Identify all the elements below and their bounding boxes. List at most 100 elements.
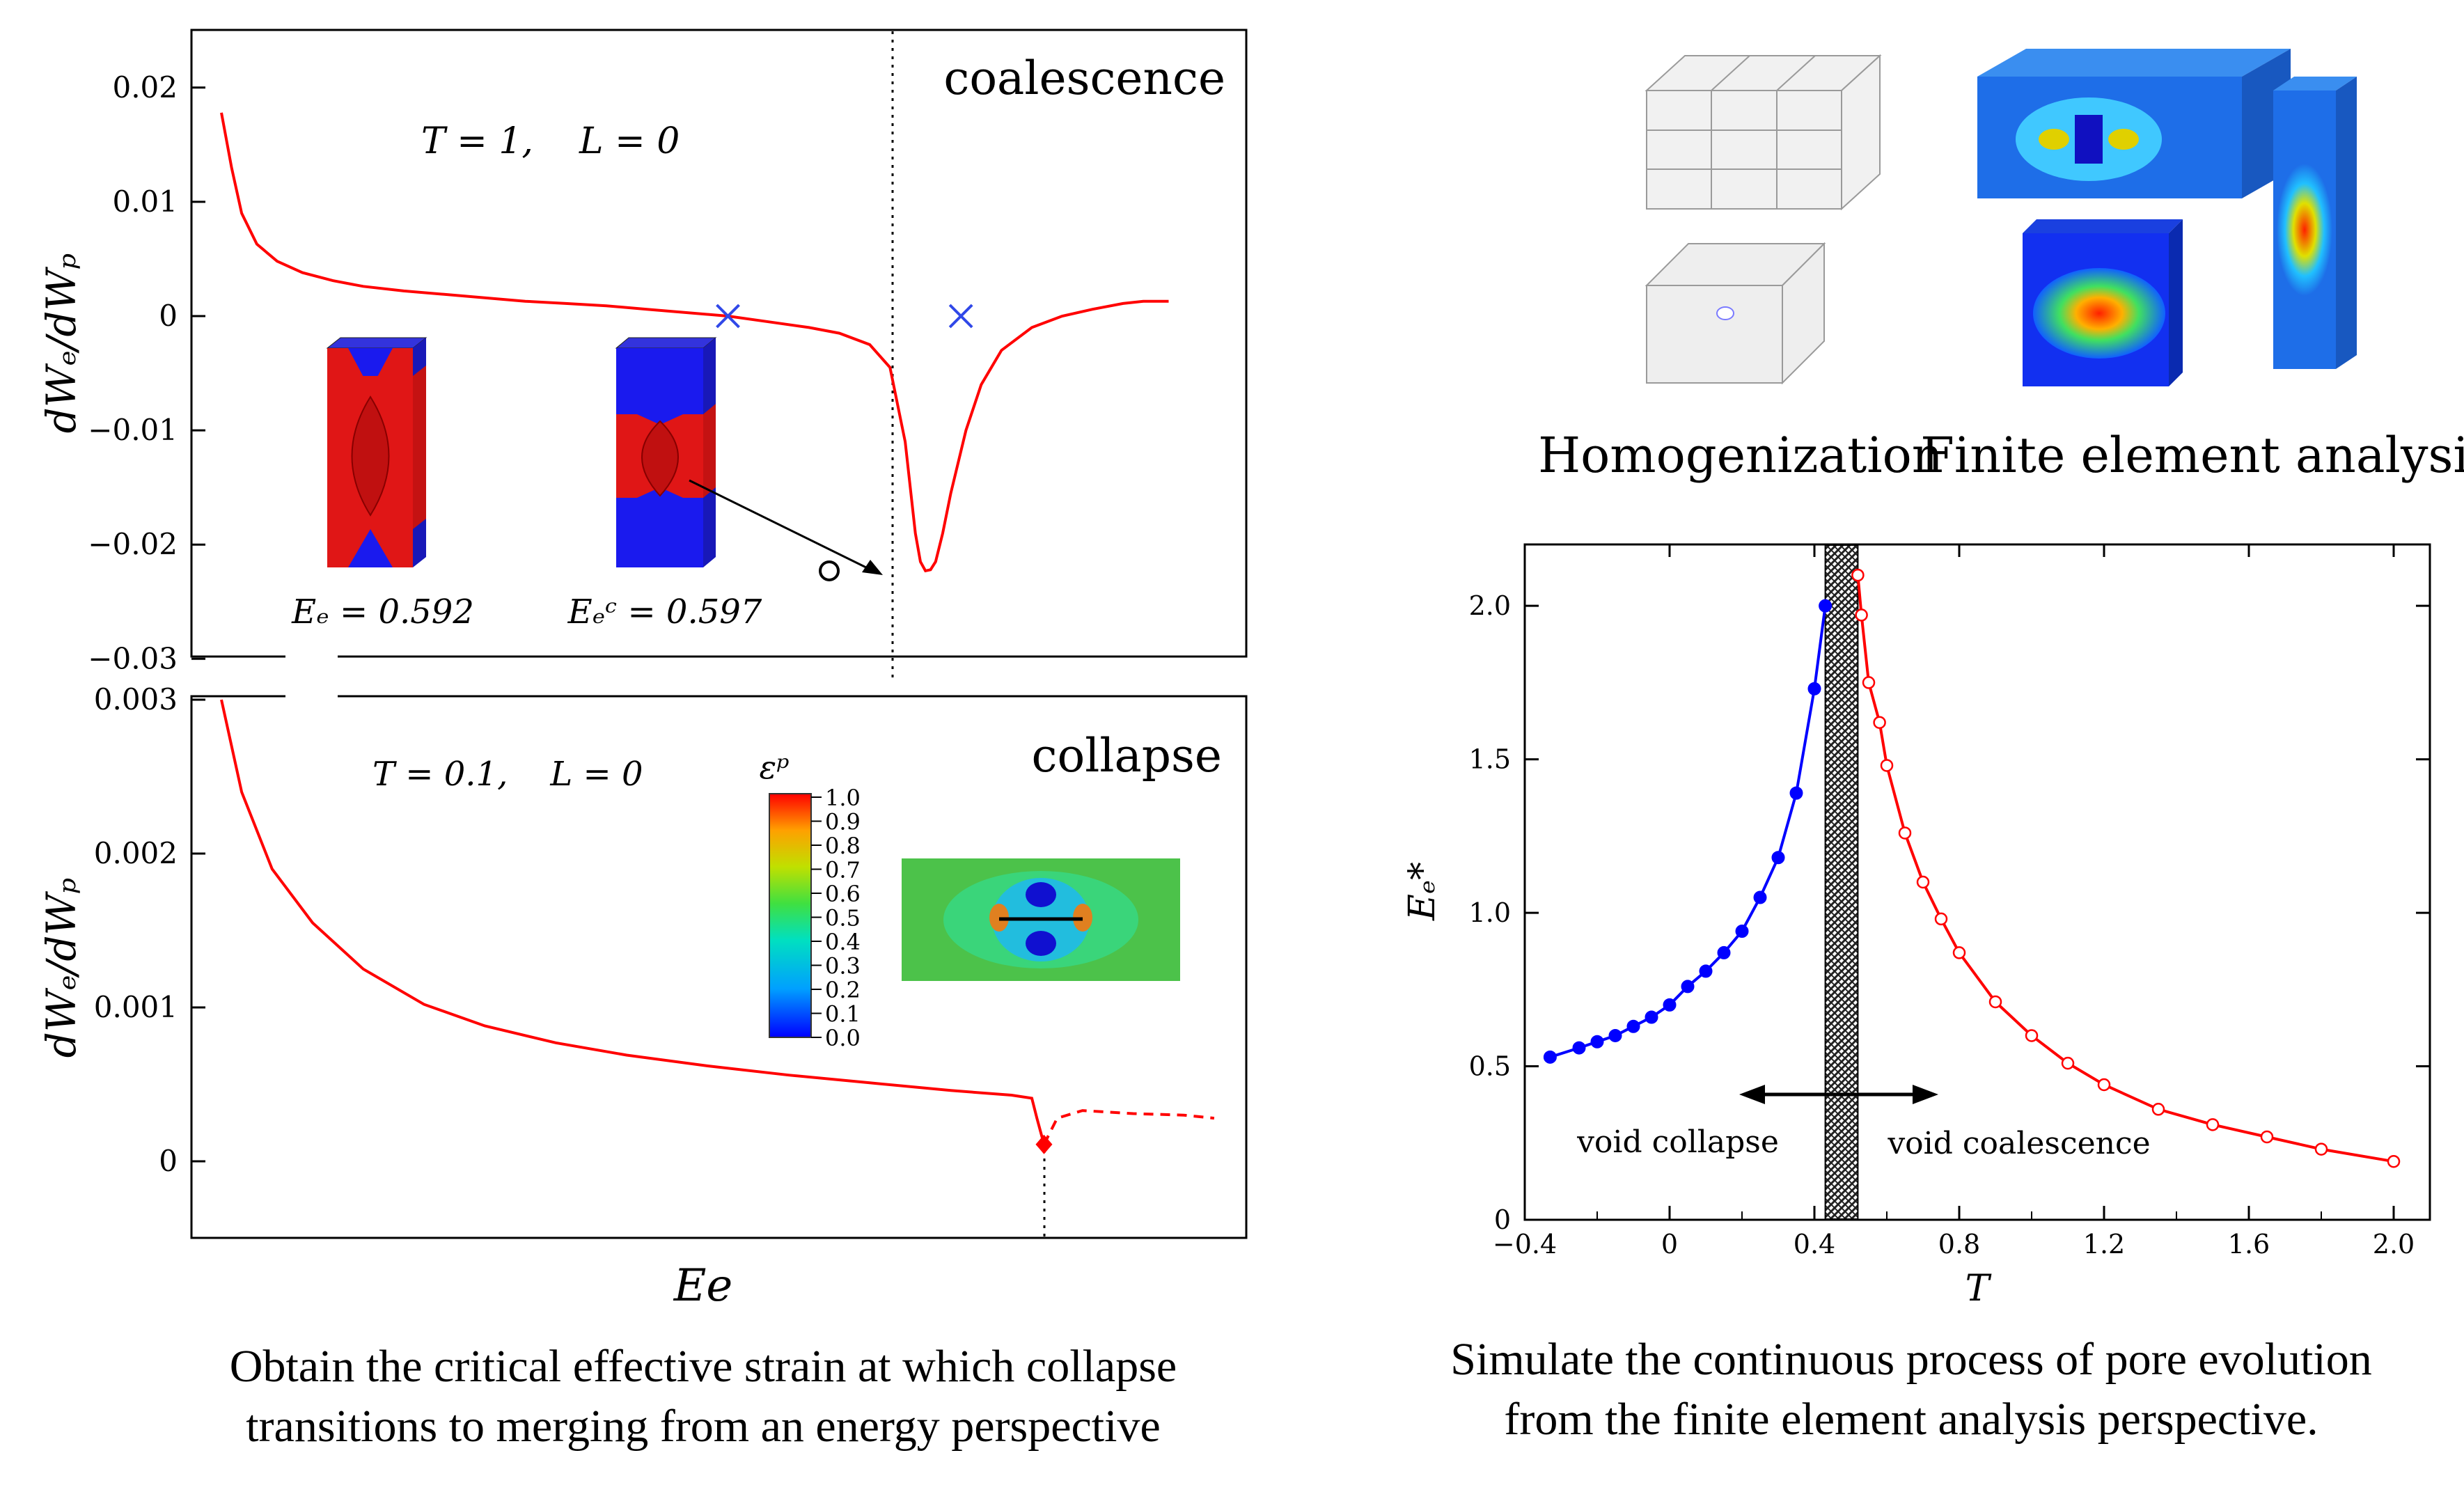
left-caption-line-1: Obtain the critical effective strain at … [229, 1341, 1177, 1392]
axis-break-gap [285, 647, 338, 668]
top-y-axis-label: dWₑ/dWₚ [38, 253, 85, 434]
colorbar-tick-label: 0.4 [825, 929, 861, 955]
coalescence-data-point [2061, 1056, 2075, 1070]
collapse-data-point [1771, 851, 1785, 865]
colorbar-tick-label: 0.1 [825, 1001, 861, 1028]
coalescence-data-point [2025, 1029, 2039, 1042]
coalescence-data-point [2097, 1078, 2111, 1092]
collapse-data-point [1608, 1028, 1622, 1042]
collapse-data-point [1626, 1019, 1640, 1033]
inset-block-left [326, 337, 427, 567]
coalescence-data-point [1898, 826, 1912, 840]
collapse-data-point [1699, 964, 1713, 978]
coalescence-data-point [1855, 608, 1868, 622]
collapse-data-point [1819, 599, 1833, 613]
collapse-data-point [1789, 786, 1803, 800]
fe-contour-block-wide [1977, 49, 2291, 198]
collapse-data-point [1645, 1010, 1658, 1024]
colorbar-gradient [769, 793, 812, 1038]
top-energy-curve [220, 112, 1169, 581]
bottom-y-axis-label: dWₑ/dWₚ [38, 878, 85, 1058]
homogenization-grid-cube [1645, 54, 1882, 211]
coalescence-data-point [1934, 912, 1948, 926]
bottom-y-tick-label: 0.002 [94, 836, 178, 870]
fe-contour-block-square [2023, 219, 2183, 386]
zero-crossing-marker [948, 304, 973, 329]
y-axis-label: Eₑ* [1402, 862, 1443, 921]
zero-crossing-marker [716, 304, 740, 329]
transition-band-rect [1824, 544, 1859, 1220]
colorbar-tick-label: 1.0 [825, 785, 861, 811]
coalescence-data-point [1862, 676, 1876, 689]
top-chart-title: coalescence [943, 52, 1225, 105]
collapse-data-point [1663, 998, 1677, 1012]
colorbar-tick-label: 0.0 [825, 1025, 861, 1051]
axis-ticks: −0.4 0 0.4 0.8 1.2 1.6 2.000.51.01.52.0 [1469, 544, 2430, 1259]
colorbar-tick-label: 0.8 [825, 833, 861, 859]
series-group [1543, 568, 2401, 1168]
coalescence-region-label: void coalescence [1887, 1126, 2150, 1161]
x-tick-label: 1.2 [2083, 1229, 2125, 1259]
top-y-tick-label: −0.03 [88, 641, 178, 675]
top-y-tick-labels: 0.02 0.01 0 −0.01 −0.02 −0.03 [88, 70, 205, 675]
collapse-marker [1035, 1134, 1053, 1154]
bottom-curve-line [220, 699, 1046, 1145]
inset-label-left: Eₑ = 0.592 [291, 592, 474, 631]
collapse-contour-inset [902, 858, 1180, 981]
y-tick-label: 2.0 [1469, 590, 1511, 621]
fe-illustrations: Homogenization Finite element analysis [1538, 49, 2464, 484]
colorbar-tick-label: 0.6 [825, 881, 861, 907]
regime-arrows [1739, 1085, 1938, 1104]
x-axis-label: Ee [673, 1260, 733, 1312]
axis-break-gap [285, 689, 338, 707]
bottom-plot-frame [190, 695, 1248, 1239]
right-caption: Simulate the continuous process of pore … [1365, 1330, 2458, 1450]
finite-element-label: Finite element analysis [1920, 427, 2464, 484]
colorbar: εᵖ 1.00.90.80.70.60.50.40.30.20.10.0 [759, 748, 860, 1051]
coalescence-data-point [1988, 995, 2002, 1009]
bottom-y-tick-label: 0.003 [94, 682, 178, 716]
coalescence-data-point [2260, 1130, 2274, 1144]
colorbar-tick-label: 0.5 [825, 905, 861, 932]
critical-strain-chart: −0.4 0 0.4 0.8 1.2 1.6 2.000.51.01.52.0 T Eₑ* … [1402, 543, 2431, 1310]
x-tick-label: 2.0 [2373, 1229, 2415, 1259]
collapse-data-point [1543, 1050, 1557, 1064]
y-tick-label: 1.5 [1469, 744, 1511, 775]
coalescence-data-point [2151, 1103, 2165, 1116]
top-y-tick-label: 0 [159, 299, 178, 333]
y-tick-label: 0.5 [1469, 1051, 1511, 1082]
x-tick-label: 0 [1661, 1229, 1678, 1259]
colorbar-tick-label: 0.2 [825, 977, 861, 1003]
collapse-data-point [1717, 945, 1731, 959]
collapse-data-point [1572, 1041, 1586, 1055]
y-tick-label: 1.0 [1469, 897, 1511, 928]
collapse-data-point [1807, 682, 1821, 696]
energy-panel: 0.020.010−0.01−0.02−0.03 0.0030.0020.001… [38, 29, 1248, 1312]
coalescence-data-point [2314, 1142, 2328, 1156]
x-tick-label: 0.8 [1938, 1229, 1980, 1259]
inset-pointer-arrowhead [862, 560, 883, 575]
top-y-tick-label: −0.02 [88, 527, 178, 561]
collapse-data-point [1681, 980, 1695, 994]
colorbar-tick-label: 0.9 [825, 809, 861, 835]
coalescence-data-point [2206, 1118, 2220, 1131]
top-y-tick-label: −0.01 [88, 413, 178, 447]
coalescence-data-point [1851, 568, 1865, 582]
coalescence-data-point [1952, 946, 1966, 959]
collapse-data-point [1735, 925, 1749, 939]
bottom-y-tick-label: 0 [159, 1144, 178, 1178]
left-caption: Obtain the critical effective strain at … [42, 1337, 1365, 1456]
bottom-energy-curve [220, 699, 1215, 1154]
collapse-series-line [1549, 605, 1827, 1059]
bottom-y-tick-labels: 0.003 0.002 0.001 0 [94, 682, 205, 1178]
bottom-curve-dashed [1042, 1109, 1215, 1145]
x-axis-label: T [1965, 1268, 1992, 1310]
homogenization-label: Homogenization [1538, 427, 1943, 484]
x-tick-label: −0.4 [1493, 1229, 1557, 1259]
minimum-marker [819, 560, 840, 581]
chart-frame [1523, 543, 2431, 1221]
inset-pointer-arrow [689, 479, 871, 571]
right-caption-line-2: from the finite element analysis perspec… [1504, 1394, 2318, 1445]
